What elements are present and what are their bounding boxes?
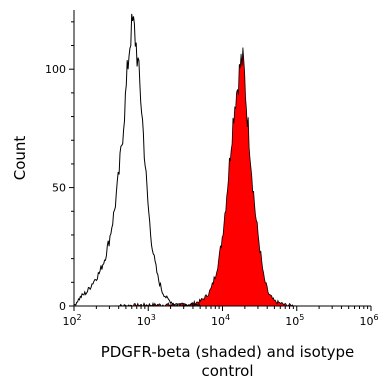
x-tick-label: 106	[359, 313, 378, 328]
y-tick-label: 0	[59, 300, 66, 313]
x-tick-label: 104	[211, 313, 230, 328]
x-axis-label-line-2: control	[202, 362, 254, 380]
pdgfr-beta-filled-histogram	[114, 47, 297, 307]
y-axis-label: Count	[11, 136, 29, 181]
x-tick-label: 102	[62, 313, 81, 328]
y-tick-label: 100	[45, 63, 66, 76]
x-tick-label: 103	[137, 313, 156, 328]
y-tick-label: 50	[52, 182, 66, 195]
x-tick-label: 105	[285, 313, 304, 328]
isotype-control-outline-histogram	[73, 13, 201, 307]
x-axis-label-line-1: PDGFR-beta (shaded) and isotype	[101, 343, 355, 361]
ticks: 0 50 100 102 103 104 105 106	[45, 21, 379, 328]
